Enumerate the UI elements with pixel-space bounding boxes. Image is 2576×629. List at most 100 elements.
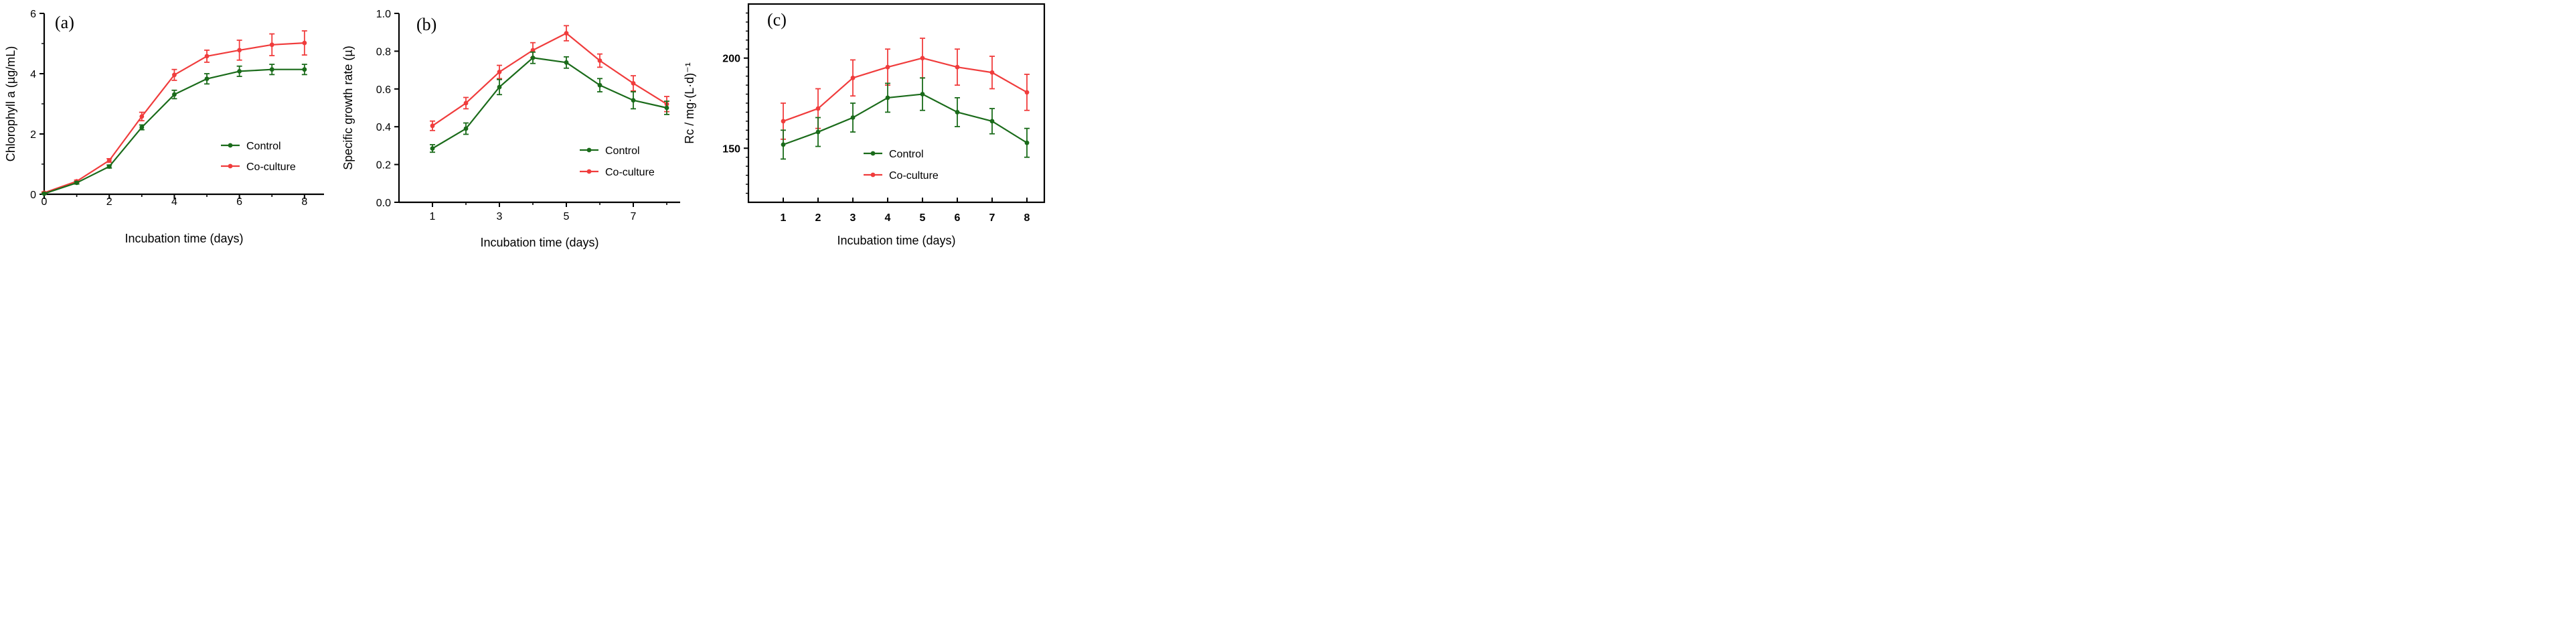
legend-item: Co-culture: [221, 161, 296, 173]
data-point: [530, 55, 536, 60]
data-point: [664, 105, 669, 111]
x-tick-label: 7: [989, 212, 995, 224]
data-point: [204, 54, 210, 59]
series-co-culture: [430, 25, 669, 131]
data-point: [989, 119, 995, 124]
data-point: [237, 48, 242, 53]
y-tick-label: 0.6: [376, 84, 391, 96]
legend-item: Control: [580, 145, 640, 157]
data-point: [269, 67, 274, 72]
legend-item: Control: [221, 141, 281, 152]
legend-label: Control: [889, 149, 924, 160]
x-axis-title: Incubation time (days): [125, 232, 243, 245]
y-tick-label: 150: [722, 143, 740, 155]
panel-label: (c): [767, 10, 787, 29]
data-point: [530, 48, 536, 53]
legend-label: Co-culture: [889, 170, 939, 182]
data-point: [781, 119, 786, 124]
panel-c-chart: 1 2 3 4 5 6 7 8 150 200 Incubation time (days) Rc /…: [683, 3, 1046, 247]
series-co-culture: [781, 38, 1030, 140]
x-tick-label: 6: [955, 212, 961, 224]
panel-label: (b): [416, 15, 436, 34]
x-tick-label: 8: [1024, 212, 1030, 224]
data-point: [850, 115, 856, 120]
legend: Control Co-culture: [864, 149, 939, 182]
data-point: [497, 84, 502, 90]
x-tick-label: 2: [106, 196, 112, 208]
legend-swatch-marker: [870, 151, 876, 156]
data-point: [463, 126, 469, 131]
y-tick-label: 1.0: [376, 9, 391, 20]
y-tick-label: 0.8: [376, 46, 391, 58]
data-point: [631, 80, 636, 86]
data-point: [1024, 140, 1030, 145]
y-tick-label: 2: [30, 129, 36, 141]
y-tick-label: 4: [30, 69, 36, 80]
data-point: [430, 123, 435, 129]
x-tick-label: 1: [781, 212, 787, 224]
data-point: [815, 129, 821, 135]
y-axis-title: Rc / mg·(L·d)⁻¹: [683, 62, 696, 144]
y-tick-label: 0: [30, 190, 36, 201]
data-point: [597, 82, 602, 88]
legend-swatch-marker: [870, 172, 876, 178]
data-point: [850, 75, 856, 80]
data-point: [172, 92, 177, 97]
data-point: [106, 164, 112, 169]
data-point: [139, 114, 145, 119]
legend-label: Control: [605, 145, 640, 157]
x-axis-title: Incubation time (days): [480, 236, 598, 249]
legend-item: Control: [864, 149, 924, 160]
y-tick-label: 6: [30, 9, 36, 20]
data-point: [74, 180, 80, 186]
x-axis-title: Incubation time (days): [837, 234, 955, 247]
legend: Control Co-culture: [580, 145, 655, 178]
legend-item: Co-culture: [864, 170, 939, 182]
series-control: [430, 51, 669, 153]
series-control: [42, 64, 307, 196]
x-tick-label: 5: [920, 212, 926, 224]
legend-swatch-marker: [586, 147, 592, 153]
data-point: [139, 125, 145, 130]
series-line: [432, 32, 667, 127]
x-tick-label: 0: [42, 196, 48, 208]
data-point: [989, 70, 995, 75]
data-point: [1024, 90, 1030, 95]
legend-swatch-marker: [586, 169, 592, 174]
x-tick-label: 3: [497, 211, 503, 222]
data-point: [920, 92, 925, 96]
y-tick-label: 0.0: [376, 198, 391, 209]
data-point: [920, 56, 925, 61]
series-line: [44, 68, 305, 195]
data-point: [955, 64, 960, 70]
data-point: [430, 146, 435, 151]
x-tick-label: 8: [301, 196, 307, 208]
x-tick-label: 7: [631, 211, 637, 222]
y-tick-label: 0.2: [376, 160, 391, 171]
legend-label: Control: [246, 141, 281, 152]
data-point: [106, 158, 112, 163]
legend-swatch-marker: [228, 163, 233, 169]
data-point: [497, 70, 502, 74]
series-co-culture: [42, 30, 307, 196]
x-tick-label: 4: [885, 212, 891, 224]
data-point: [302, 40, 307, 46]
data-point: [302, 67, 307, 72]
x-tick-label: 6: [236, 196, 242, 208]
legend-swatch-marker: [228, 143, 233, 148]
data-point: [564, 31, 569, 36]
panel-label: (a): [55, 13, 74, 32]
data-point: [204, 76, 210, 82]
y-tick-label: 0.4: [376, 122, 391, 133]
data-point: [955, 110, 960, 115]
legend-label: Co-culture: [246, 161, 296, 173]
data-point: [597, 58, 602, 63]
data-point: [781, 142, 786, 147]
data-point: [269, 42, 274, 48]
series-control: [781, 77, 1030, 160]
x-tick-label: 5: [564, 211, 570, 222]
data-point: [815, 106, 821, 111]
data-point: [885, 64, 890, 70]
series-line: [432, 57, 667, 149]
data-point: [631, 98, 636, 103]
